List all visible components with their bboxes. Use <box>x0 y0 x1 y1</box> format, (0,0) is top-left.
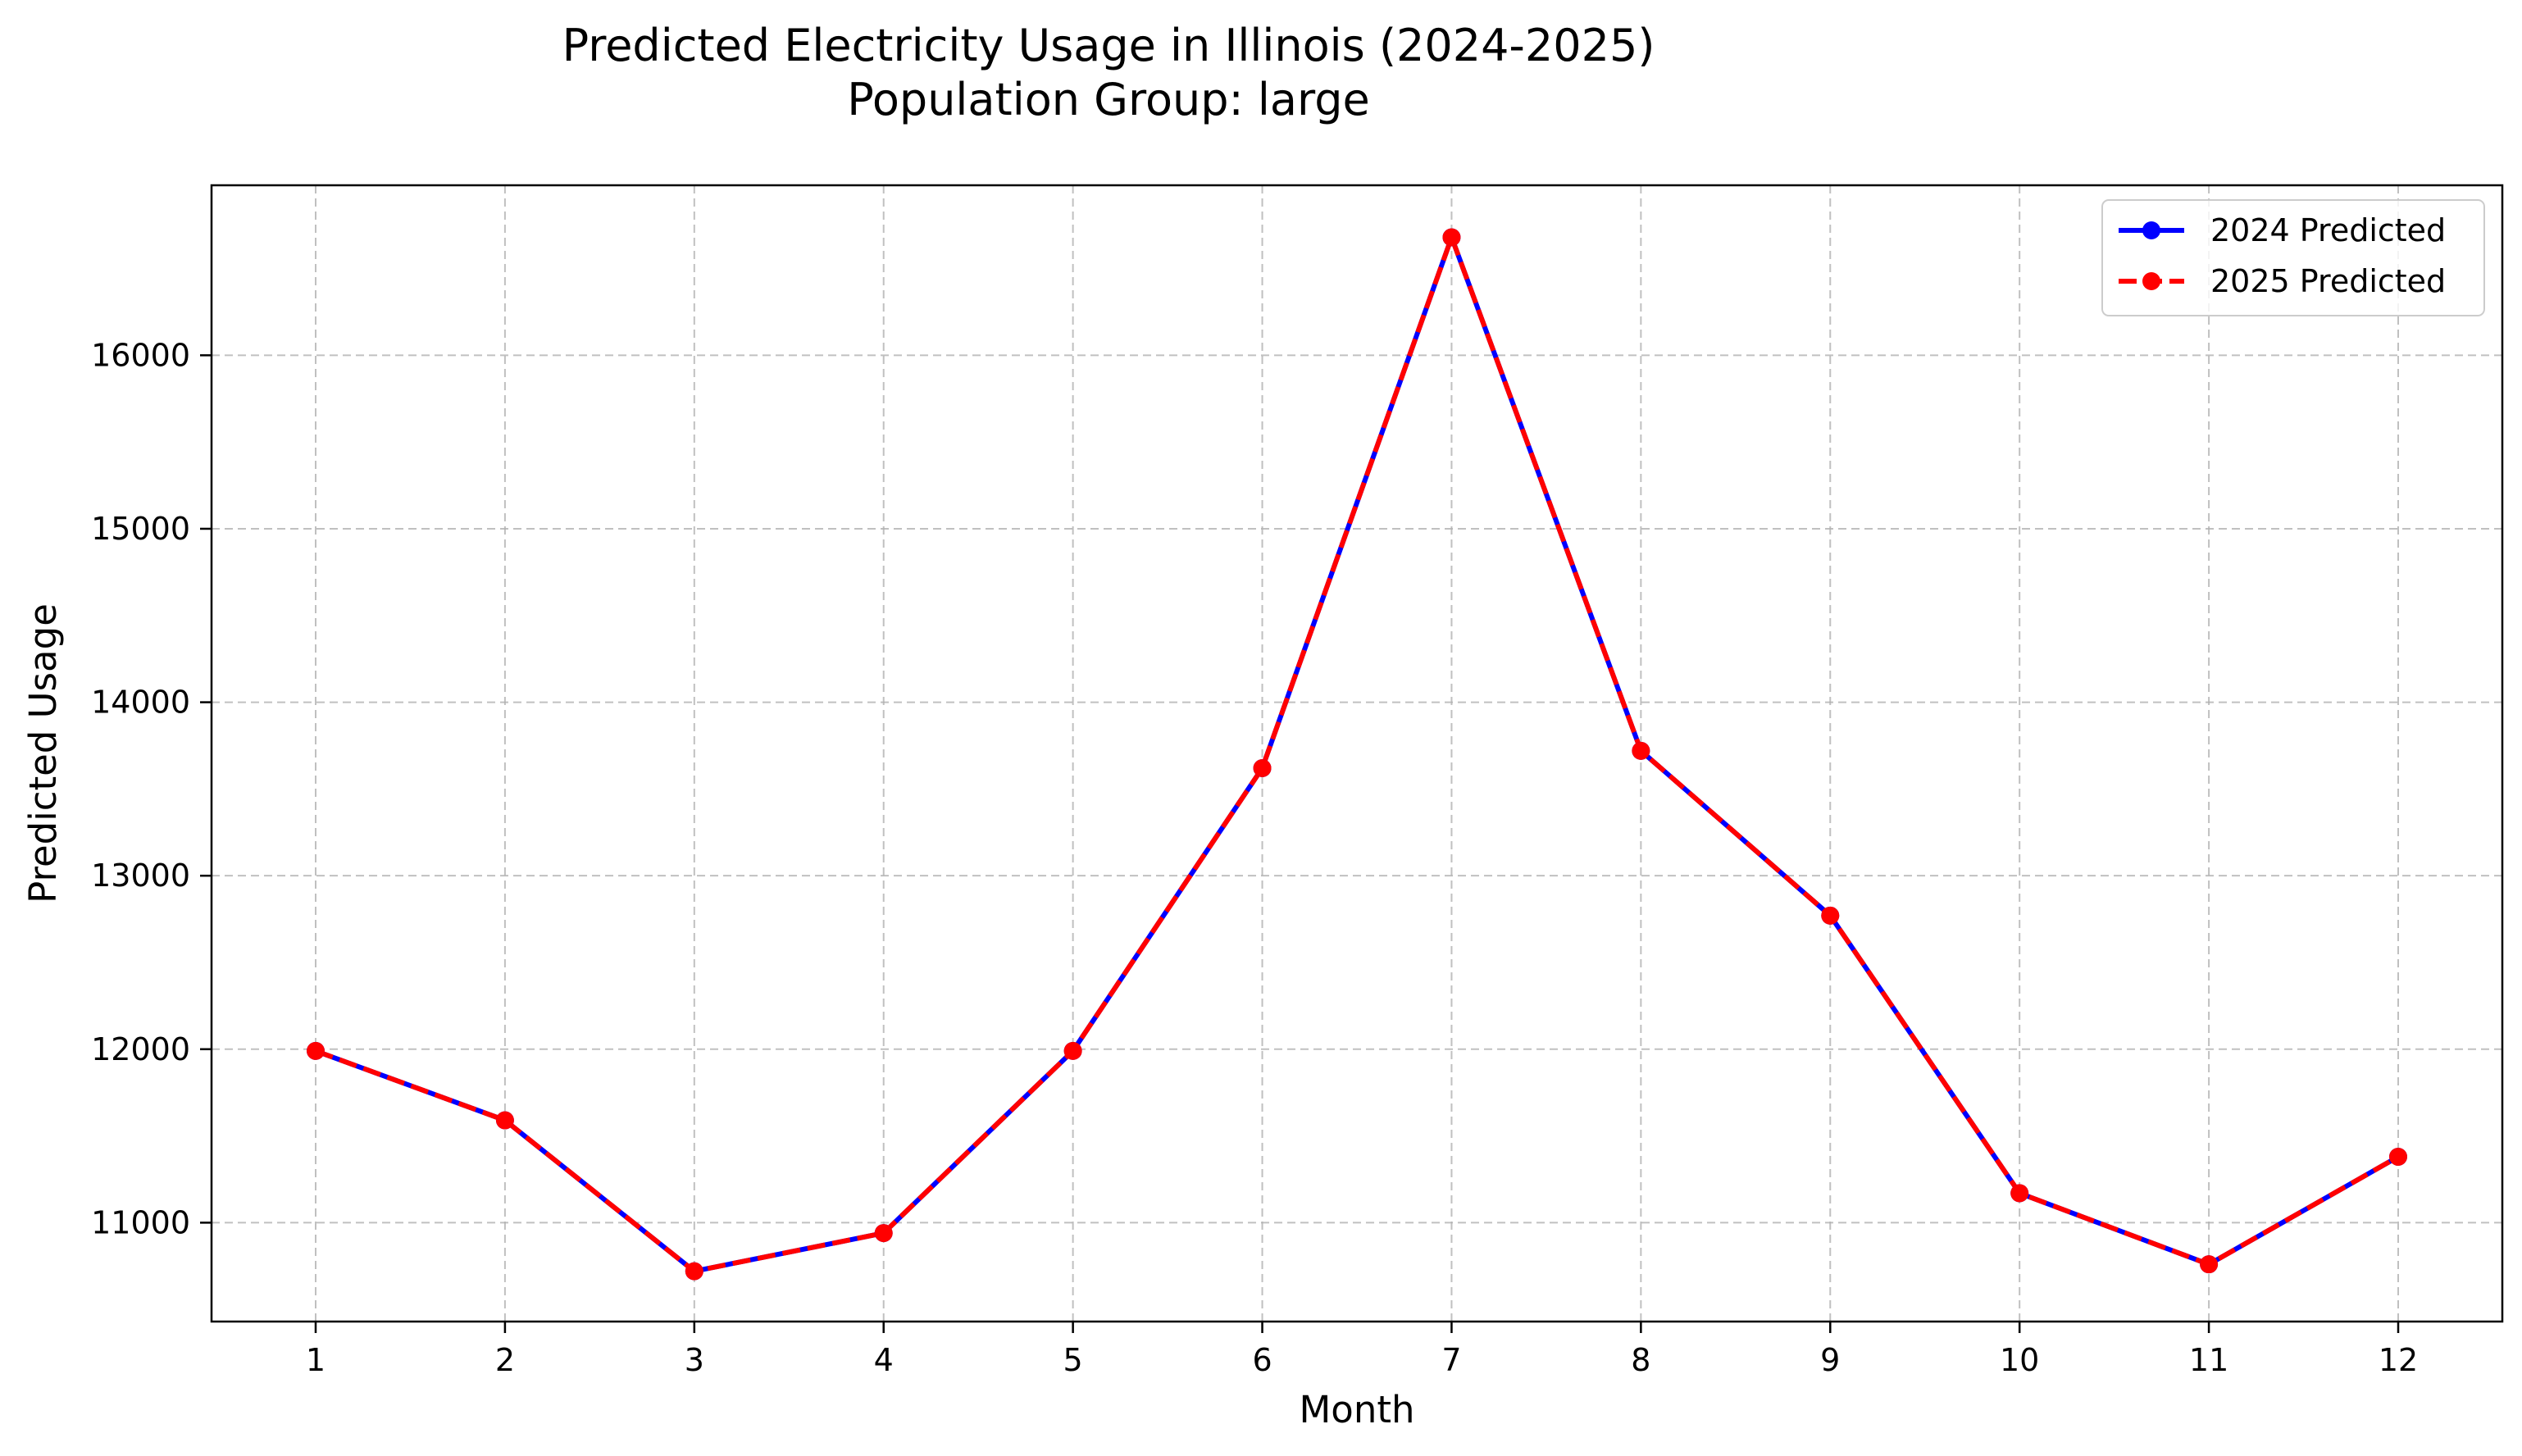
data-point-2025-month-5 <box>1063 1041 1082 1060</box>
y-tick-label-11000: 11000 <box>91 1204 190 1240</box>
y-tick-label-16000: 16000 <box>91 337 190 373</box>
x-tick-label-8: 8 <box>1631 1342 1650 1378</box>
axis-ticks: 1 2 3 4 5 6 7 8 9 10 11 121100012000130001400015000… <box>91 337 2418 1378</box>
x-axis-label: Month <box>1299 1388 1414 1431</box>
legend: 2024 Predicted 2025 Predicted <box>2101 199 2485 316</box>
data-point-2025-month-8 <box>1632 741 1650 760</box>
y-tick-label-13000: 13000 <box>91 858 190 894</box>
legend-marker-2024 <box>2142 221 2160 239</box>
x-tick-label-4: 4 <box>874 1342 894 1378</box>
data-point-2025-month-11 <box>2200 1255 2219 1274</box>
data-point-2025-month-6 <box>1253 758 1272 777</box>
y-axis-label: Predicted Usage <box>21 603 65 903</box>
data-point-2025-month-4 <box>874 1224 893 1243</box>
legend-label-2025: 2025 Predicted <box>2210 263 2446 299</box>
x-tick-label-10: 10 <box>2000 1342 2039 1378</box>
y-tick-label-15000: 15000 <box>91 511 190 547</box>
y-tick-label-14000: 14000 <box>91 685 190 721</box>
series-line-2024 <box>314 234 2400 1274</box>
data-point-2025-month-9 <box>1821 906 1840 925</box>
chart-subtitle: Population Group: large <box>847 74 1369 125</box>
x-tick-label-1: 1 <box>306 1342 325 1378</box>
data-point-2025-month-10 <box>2010 1184 2029 1203</box>
plot-frame <box>210 184 2504 1323</box>
data-point-2025-month-2 <box>495 1111 514 1130</box>
chart-title: Predicted Electricity Usage in Illinois … <box>562 20 1655 71</box>
x-tick-label-11: 11 <box>2189 1342 2228 1378</box>
data-point-2025-month-7 <box>1442 228 1461 247</box>
grid <box>212 185 2502 1322</box>
series-markers <box>307 228 2407 1281</box>
legend-marker-2025 <box>2142 272 2160 290</box>
x-tick-label-6: 6 <box>1252 1342 1272 1378</box>
x-tick-label-12: 12 <box>2379 1342 2418 1378</box>
legend-label-2024: 2024 Predicted <box>2210 212 2446 248</box>
data-point-2025-month-1 <box>307 1041 325 1060</box>
data-point-2025-month-3 <box>685 1262 703 1281</box>
data-point-2025-month-12 <box>2389 1147 2407 1166</box>
x-tick-label-7: 7 <box>1441 1342 1461 1378</box>
x-tick-label-5: 5 <box>1063 1342 1083 1378</box>
legend-frame <box>2101 199 2485 316</box>
x-tick-label-9: 9 <box>1820 1342 1840 1378</box>
series-lines <box>314 234 2400 1274</box>
x-tick-label-2: 2 <box>495 1342 515 1378</box>
y-tick-label-12000: 12000 <box>91 1031 190 1067</box>
x-tick-label-3: 3 <box>685 1342 704 1378</box>
